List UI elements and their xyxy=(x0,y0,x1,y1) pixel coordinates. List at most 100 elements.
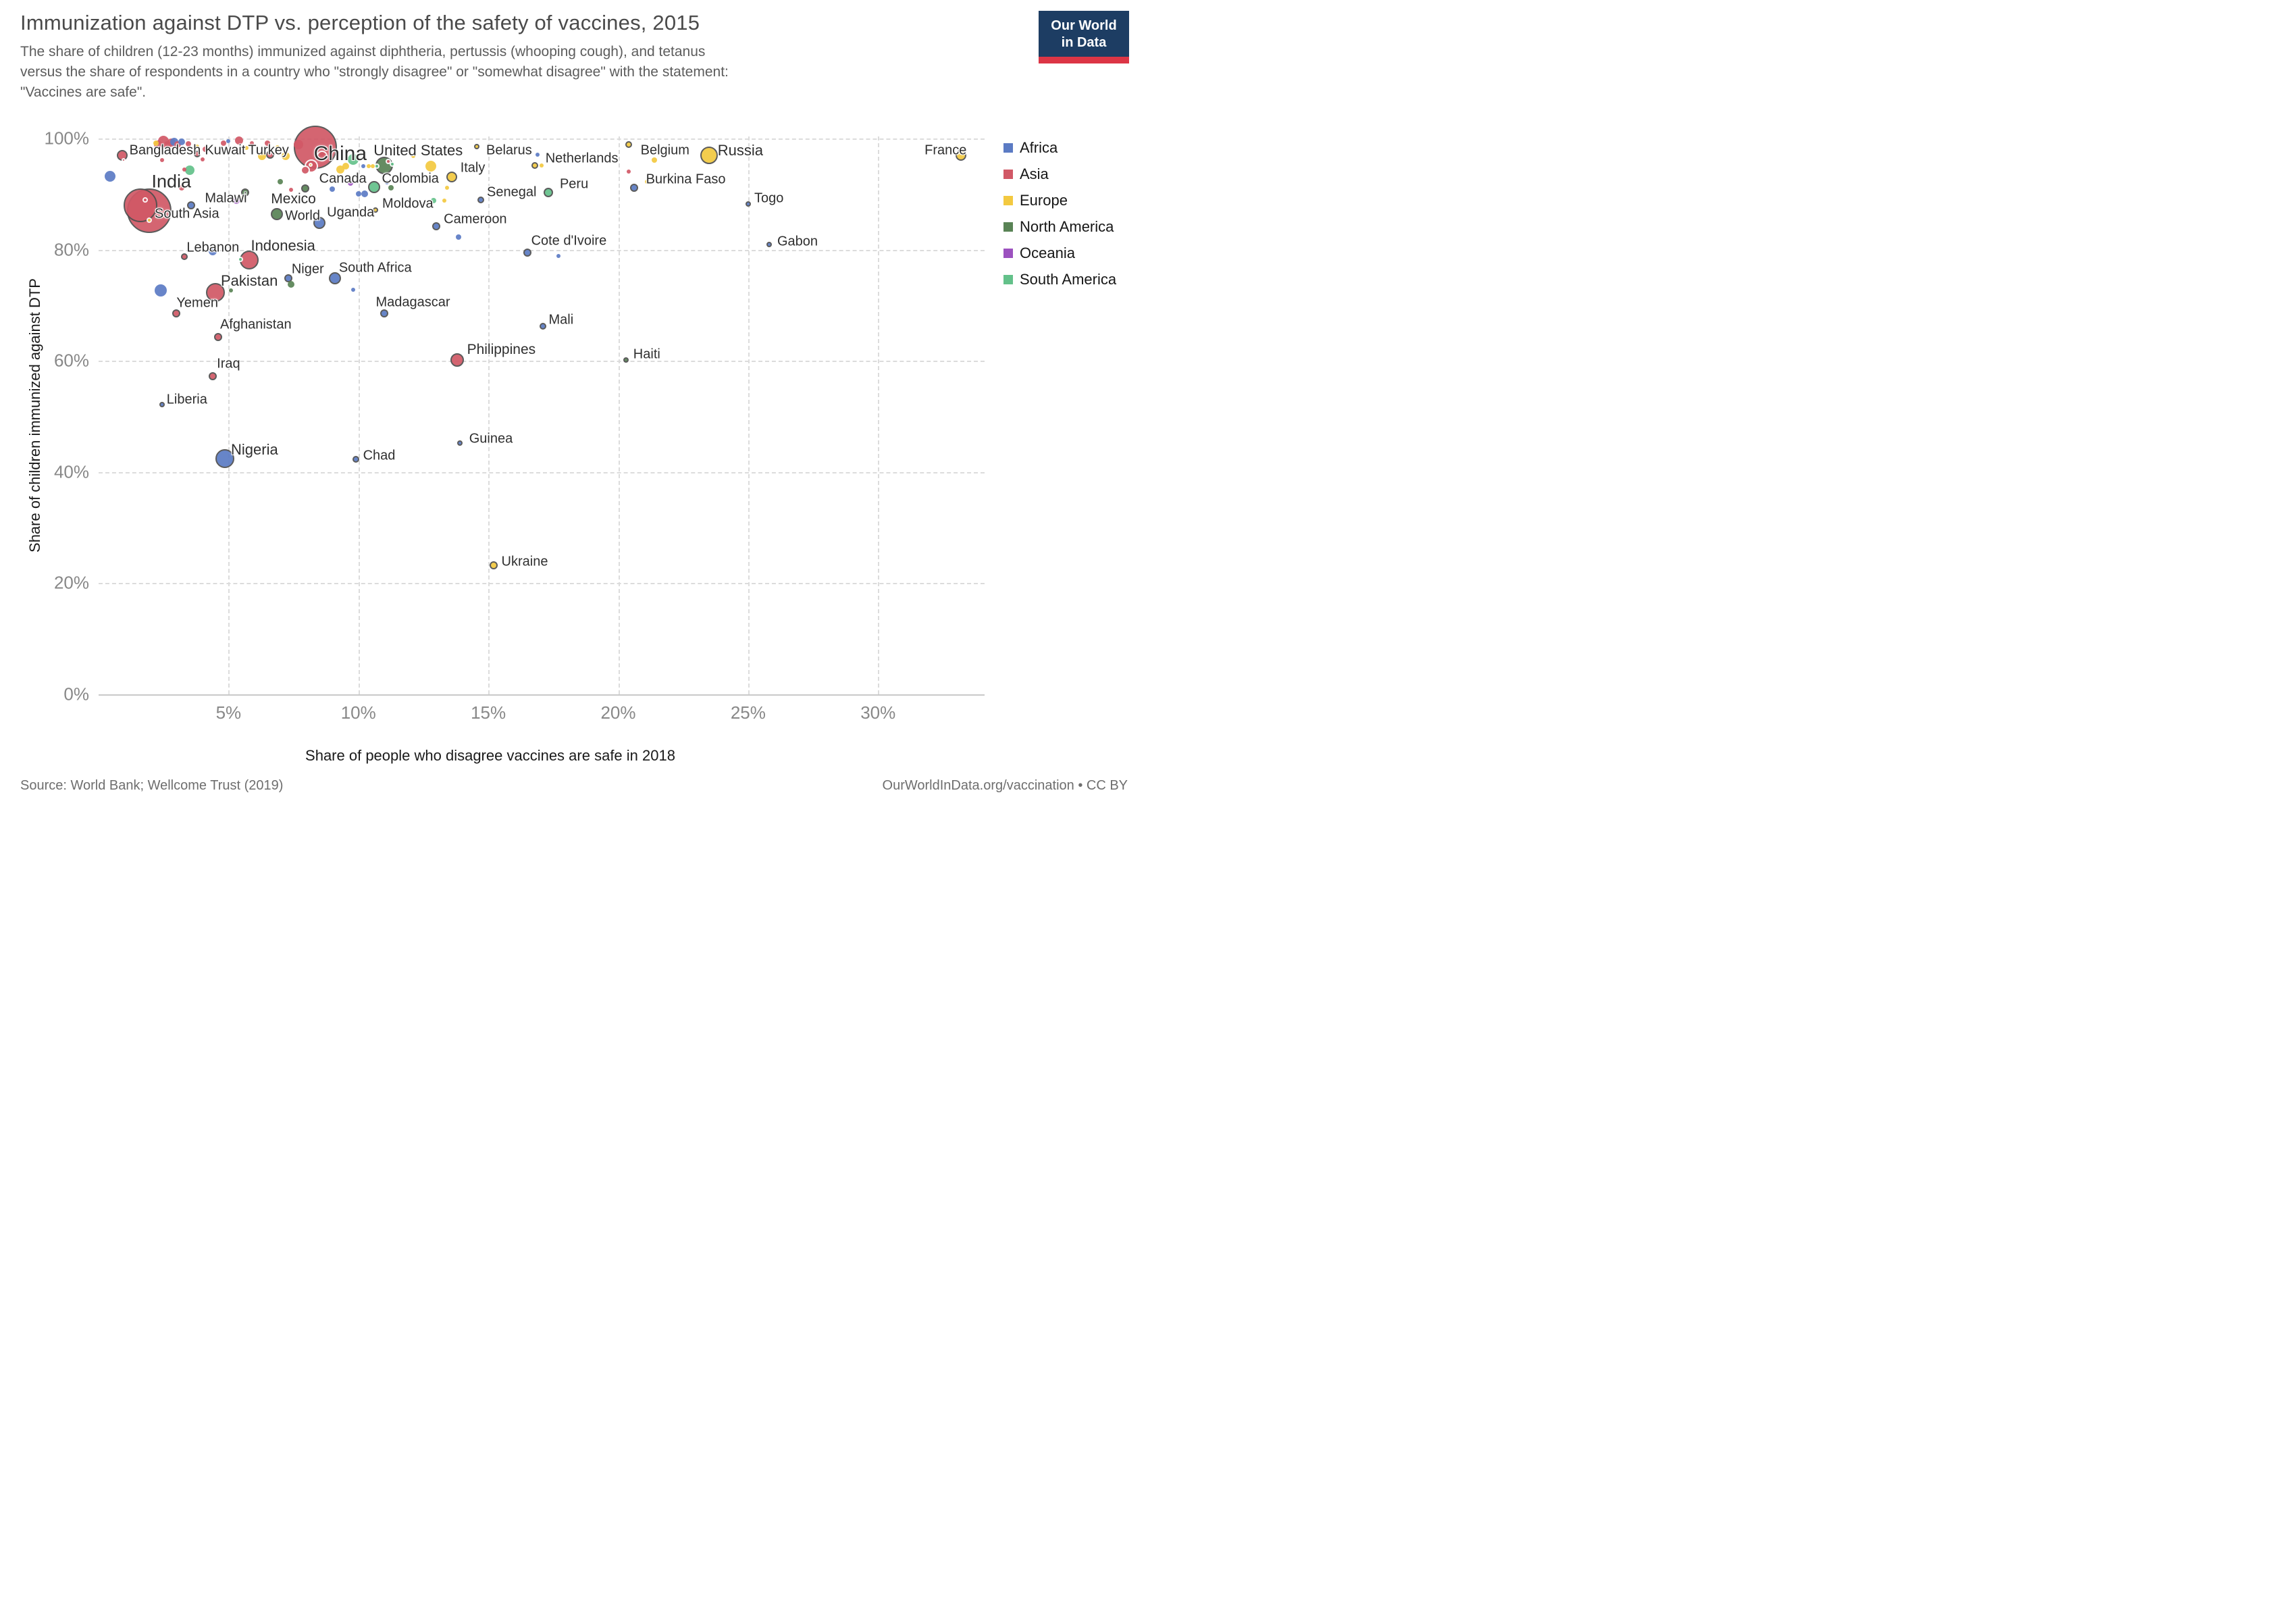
gridline-x-5 xyxy=(228,136,230,694)
country-label-haiti: Haiti xyxy=(633,346,660,362)
data-point-liberia[interactable] xyxy=(159,401,165,407)
background-point xyxy=(431,197,437,203)
country-label-cote-divoire: Cote d'Ivoire xyxy=(531,233,607,249)
country-label-italy: Italy xyxy=(460,160,486,176)
legend-label-africa: Africa xyxy=(1020,139,1058,156)
data-point-colombia[interactable] xyxy=(367,180,380,193)
data-point-south-africa[interactable] xyxy=(329,272,342,284)
country-label-belgium: Belgium xyxy=(640,143,689,158)
background-point xyxy=(276,145,280,149)
country-label-south-asia: South Asia xyxy=(155,206,219,222)
data-point-peru[interactable] xyxy=(543,188,553,198)
legend-swatch-oceania xyxy=(1003,249,1013,258)
data-point-iraq[interactable] xyxy=(209,371,217,380)
legend-item-south-america[interactable]: South America xyxy=(1003,271,1116,288)
country-label-mexico: Mexico xyxy=(271,190,316,207)
gridline-x-10 xyxy=(358,136,360,694)
country-label-world: World xyxy=(285,208,320,224)
data-point-ukraine[interactable] xyxy=(489,561,498,570)
background-point xyxy=(179,184,185,190)
data-point-haiti[interactable] xyxy=(623,357,629,363)
background-point xyxy=(195,144,200,149)
country-label-iraq: Iraq xyxy=(217,356,240,371)
data-point-italy[interactable] xyxy=(446,172,458,183)
background-point xyxy=(178,138,186,146)
background-point xyxy=(278,178,284,184)
country-label-ukraine: Ukraine xyxy=(501,554,548,569)
data-point-mali[interactable] xyxy=(539,323,546,330)
background-point xyxy=(234,136,243,145)
background-point xyxy=(244,146,249,151)
data-point-belarus[interactable] xyxy=(473,143,479,149)
data-point-nigeria[interactable] xyxy=(215,449,234,469)
data-point-burkina-faso[interactable] xyxy=(629,183,638,192)
footer-source[interactable]: Source: World Bank; Wellcome Trust (2019… xyxy=(20,778,284,793)
legend-item-oceania[interactable]: Oceania xyxy=(1003,245,1116,262)
legend-item-europe[interactable]: Europe xyxy=(1003,192,1116,209)
background-point xyxy=(556,253,560,258)
legend-item-north-america[interactable]: North America xyxy=(1003,218,1116,236)
owid-logo[interactable]: Our World in Data xyxy=(1039,11,1129,63)
y-axis: 0% 20% 40% 60% 80% 100% xyxy=(0,128,90,704)
background-point xyxy=(330,186,336,192)
data-point-philippines[interactable] xyxy=(450,353,464,367)
data-point-moldova[interactable] xyxy=(372,207,378,213)
plot-area: Bangladesh Kuwait Turkey China United States… xyxy=(99,126,985,696)
data-point-india[interactable] xyxy=(123,188,157,223)
footer-license[interactable]: OurWorldInData.org/vaccination • CC BY xyxy=(882,778,1128,793)
chart-footer: Source: World Bank; Wellcome Trust (2019… xyxy=(20,778,1128,794)
country-label-moldova: Moldova xyxy=(382,196,434,211)
background-point xyxy=(287,280,294,288)
data-point-malawi[interactable] xyxy=(186,201,195,210)
background-point xyxy=(316,150,328,161)
legend-item-asia[interactable]: Asia xyxy=(1003,165,1116,183)
gridline-y-0 xyxy=(99,694,985,696)
data-point-indonesia[interactable] xyxy=(240,251,259,270)
data-point-cote-divoire[interactable] xyxy=(523,248,531,257)
country-label-afghanistan: Afghanistan xyxy=(219,317,292,332)
data-point-afghanistan[interactable] xyxy=(213,332,222,341)
gridline-x-30 xyxy=(878,136,880,694)
y-axis-tick-80: 80% xyxy=(53,239,89,260)
data-point-canada[interactable] xyxy=(301,184,309,192)
data-point-mexico[interactable] xyxy=(241,188,250,197)
data-point-guinea[interactable] xyxy=(456,440,463,446)
country-label-netherlands: Netherlands xyxy=(545,151,619,166)
data-point-netherlands[interactable] xyxy=(531,161,539,169)
country-label-peru: Peru xyxy=(559,176,589,192)
data-point-gabon[interactable] xyxy=(766,241,772,247)
country-label-guinea: Guinea xyxy=(469,431,513,446)
data-point-yemen[interactable] xyxy=(172,309,181,317)
gridline-y-80 xyxy=(99,249,985,251)
x-axis-tick-5: 5% xyxy=(215,702,242,723)
data-point-belgium[interactable] xyxy=(625,140,632,148)
background-point xyxy=(626,169,631,174)
x-axis-tick-10: 10% xyxy=(340,702,376,723)
data-point-senegal[interactable] xyxy=(477,196,484,203)
data-point-uganda[interactable] xyxy=(313,217,326,230)
owid-logo-line2: in Data xyxy=(1061,35,1107,50)
data-point-lebanon[interactable] xyxy=(180,253,188,260)
data-point-france[interactable] xyxy=(956,149,967,161)
data-point-russia[interactable] xyxy=(700,146,719,164)
background-point xyxy=(308,162,313,167)
y-axis-tick-0: 0% xyxy=(63,684,89,704)
legend-item-africa[interactable]: Africa xyxy=(1003,139,1116,157)
legend-label-asia: Asia xyxy=(1020,165,1049,182)
country-label-colombia: Colombia xyxy=(382,171,439,186)
data-point-chad[interactable] xyxy=(352,455,359,463)
data-point-turkey[interactable] xyxy=(265,151,274,159)
background-point xyxy=(300,165,310,176)
country-label-togo: Togo xyxy=(754,190,784,206)
data-point-cameroon[interactable] xyxy=(432,222,441,231)
x-axis-tick-20: 20% xyxy=(600,702,636,723)
data-point-pakistan[interactable] xyxy=(206,283,226,303)
data-point-world[interactable] xyxy=(270,208,283,221)
data-point-madagascar[interactable] xyxy=(380,309,389,317)
data-point-togo[interactable] xyxy=(745,201,751,207)
x-axis: 5% 10% 15% 20% 25% 30% xyxy=(99,702,985,729)
data-point-kuwait[interactable] xyxy=(194,150,201,157)
background-point xyxy=(105,171,116,182)
background-point xyxy=(348,153,359,165)
background-point xyxy=(121,157,126,162)
